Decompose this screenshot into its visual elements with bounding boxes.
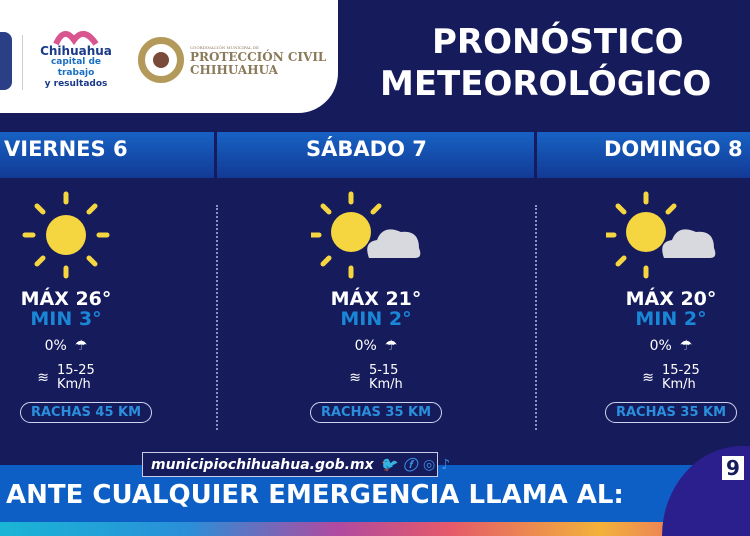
- divider: [216, 205, 218, 430]
- proteccion-civil-logo: COORDINACIÓN MUNICIPAL DE PROTECCIÓN CIV…: [190, 45, 326, 77]
- day-name: DOMINGO 8: [604, 137, 743, 161]
- emergency-number: 9: [722, 456, 744, 480]
- website-url[interactable]: municipiochihuahua.gob.mx: [151, 456, 374, 473]
- rain-cloud-icon: ☂: [74, 338, 88, 354]
- facebook-icon[interactable]: ⓕ: [403, 457, 418, 474]
- min-temp: MIN 3°: [30, 308, 102, 330]
- day-column: MÁX 26° MIN 3° 0% ☂ ≋ 15-25 Km/h RACHAS 45 …: [0, 190, 154, 423]
- day-column: MÁX 20° MIN 2° 0% ☂ ≋ 15-25 Km/h RACHAS 35 …: [596, 190, 746, 423]
- logo-text: Chihuahua: [40, 44, 112, 58]
- wind-speed: 15-25: [56, 363, 95, 378]
- wind-icon: ≋: [37, 370, 49, 386]
- instagram-icon[interactable]: ◎: [423, 456, 436, 473]
- max-temp: MÁX 20°: [625, 288, 717, 310]
- max-temp: MÁX 21°: [330, 288, 422, 310]
- sun-cloud-icon: [308, 191, 421, 279]
- gusts-badge: RACHAS 35 KM: [309, 402, 443, 423]
- day-column: MÁX 21° MIN 2° 0% ☂ ≋ 5-15 Km/h RACHAS 35 K…: [288, 190, 464, 423]
- day-name: VIERNES 6: [4, 137, 128, 161]
- day-header-bar: [0, 132, 750, 178]
- twitter-icon[interactable]: 🐦: [379, 456, 398, 473]
- rain-cloud-icon: ☂: [384, 338, 398, 354]
- city-seal-icon: [0, 32, 12, 90]
- logo-small-text: COORDINACIÓN MUNICIPAL DE: [190, 45, 259, 50]
- website-link[interactable]: municipiochihuahua.gob.mx 🐦 ⓕ ◎ ♪: [142, 452, 450, 477]
- emergency-text: ANTE CUALQUIER EMERGENCIA LLAMA AL:: [6, 480, 624, 510]
- rain-chance: 0%: [649, 338, 672, 354]
- logo-text: capital de trabajo: [50, 57, 102, 78]
- wind-unit: Km/h: [56, 377, 91, 392]
- logo-text: CHIHUAHUA: [190, 63, 278, 77]
- wind-unit: Km/h: [661, 377, 696, 392]
- rain-cloud-icon: ☂: [679, 338, 693, 354]
- logo-panel: Chihuahua capital de trabajo y resultado…: [0, 0, 338, 113]
- logo-text: y resultados: [44, 79, 108, 89]
- mountains-logo-icon: [53, 31, 99, 46]
- wind-speed: 5-15: [368, 363, 399, 378]
- min-temp: MIN 2°: [340, 308, 412, 330]
- day-name: SÁBADO 7: [306, 137, 427, 161]
- rain-chance: 0%: [44, 338, 67, 354]
- rain-chance: 0%: [354, 338, 377, 354]
- min-temp: MIN 2°: [635, 308, 707, 330]
- page-title: METEOROLÓGICO: [380, 64, 712, 104]
- emergency-number-badge: 9: [662, 446, 750, 536]
- color-strip: [0, 522, 750, 536]
- logo-text: PROTECCIÓN CIVIL: [190, 50, 327, 64]
- wind-icon: ≋: [642, 370, 654, 386]
- sun-cloud-icon: [603, 191, 716, 279]
- wind-speed: 15-25: [661, 363, 700, 378]
- wind-unit: Km/h: [368, 377, 403, 392]
- divider: [22, 35, 23, 90]
- tiktok-icon[interactable]: ♪: [441, 456, 451, 473]
- gusts-badge: RACHAS 45 KM: [19, 402, 153, 423]
- chihuahua-logo: Chihuahua capital de trabajo y resultado…: [40, 26, 112, 90]
- gusts-badge: RACHAS 35 KM: [604, 402, 738, 423]
- divider: [535, 205, 537, 430]
- proteccion-civil-seal-icon: [138, 37, 184, 83]
- max-temp: MÁX 26°: [20, 288, 112, 310]
- sun-icon: [22, 191, 110, 279]
- wind-icon: ≋: [349, 370, 361, 386]
- page-title: PRONÓSTICO: [432, 22, 684, 62]
